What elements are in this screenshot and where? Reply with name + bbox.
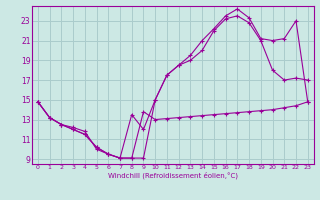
X-axis label: Windchill (Refroidissement éolien,°C): Windchill (Refroidissement éolien,°C)	[108, 172, 238, 179]
